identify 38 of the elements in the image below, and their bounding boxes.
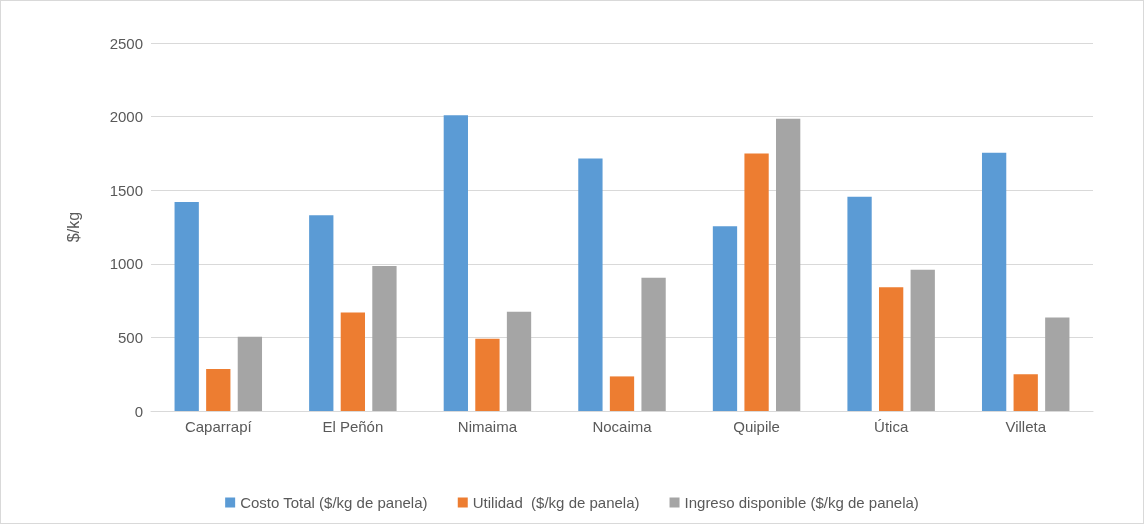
bar	[981, 152, 1007, 411]
x-tick-label: Quipile	[733, 418, 780, 435]
bar	[443, 115, 468, 411]
bar	[309, 215, 334, 411]
bar	[174, 201, 199, 411]
bar	[372, 266, 397, 411]
bar	[744, 153, 769, 411]
bar	[910, 269, 935, 411]
bar	[578, 158, 603, 411]
bar	[1045, 317, 1070, 411]
bar	[641, 277, 666, 411]
y-tick-label: 1500	[109, 181, 143, 199]
x-tick-label: El Peñón	[322, 418, 384, 435]
bar	[206, 369, 231, 411]
legend-label: Ingreso disponible ($/kg de panela)	[684, 494, 919, 511]
x-tick-label: Nocaima	[592, 418, 653, 435]
bar	[776, 118, 801, 411]
bar	[712, 226, 738, 411]
x-tick-label: Útica	[874, 418, 909, 435]
legend-label: Utilidad ($/kg de panela)	[472, 494, 640, 511]
legend-label: Costo Total ($/kg de panela)	[240, 494, 428, 511]
y-tick-label: 2000	[109, 108, 143, 126]
y-axis-title: $/kg	[64, 211, 82, 243]
y-tick-label: 500	[117, 328, 143, 346]
bar	[237, 336, 263, 411]
y-tick-label: 2500	[109, 34, 143, 52]
bar	[847, 196, 872, 411]
bar	[878, 287, 904, 411]
bar	[609, 376, 635, 411]
y-tick-label: 1000	[109, 255, 143, 273]
bar	[340, 312, 366, 411]
bar	[1013, 374, 1038, 411]
bar	[506, 311, 532, 411]
y-tick-label: 0	[134, 402, 143, 420]
x-tick-label: Nimaima	[457, 418, 518, 435]
x-tick-label: Caparrapí	[184, 418, 253, 435]
x-tick-label: Villeta	[1005, 418, 1047, 435]
bar	[475, 338, 500, 411]
